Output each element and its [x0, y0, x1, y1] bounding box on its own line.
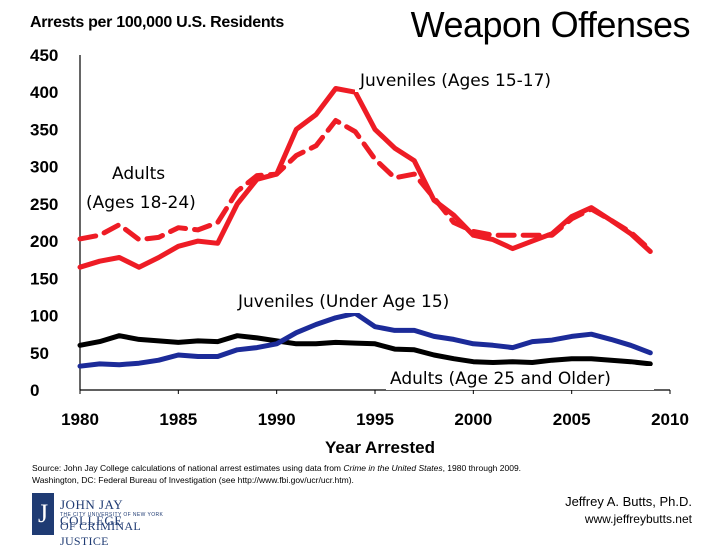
author-website[interactable]: www.jeffreybutts.net [584, 512, 692, 526]
annotation-juveniles-under-15: Juveniles (Under Age 15) [237, 292, 449, 312]
y-tick-label: 350 [30, 120, 58, 139]
x-axis-label: Year Arrested [325, 438, 435, 457]
annotation-adults-25-older: Adults (Age 25 and Older) [390, 369, 611, 389]
x-tick-label: 2010 [651, 410, 689, 429]
y-tick-label: 200 [30, 232, 58, 251]
source-title: Crime in the United States [343, 463, 443, 473]
series-line-adults-ages-18-24 [77, 118, 653, 253]
series-line-juveniles-under-age-15 [77, 310, 653, 369]
x-tick-labels: 1980 1985 1990 1995 2000 2005 2010 [61, 390, 689, 429]
source-note: Source: John Jay College calculations of… [32, 462, 672, 486]
annotations: Juveniles (Ages 15-17) Adults (Ages 18-2… [84, 66, 654, 390]
annotation-adults-18-24-line2: (Ages 18-24) [86, 193, 196, 213]
y-tick-label: 100 [30, 307, 58, 326]
author-name: Jeffrey A. Butts, Ph.D. [565, 494, 692, 509]
y-tick-label: 50 [30, 344, 49, 363]
x-tick-label: 1980 [61, 410, 99, 429]
annotation-adults-18-24-line1: Adults [112, 164, 165, 184]
logo-line3: OF CRIMINAL JUSTICE [60, 519, 141, 548]
x-tick-label: 1985 [159, 410, 197, 429]
logo-mark: J [32, 493, 54, 535]
series-lines [77, 86, 653, 369]
source-suffix: , 1980 through 2009. [442, 463, 522, 473]
x-tick-label: 2005 [553, 410, 591, 429]
chart-title: Weapon Offenses [410, 4, 691, 45]
x-tick-label: 2000 [454, 410, 492, 429]
annotation-juveniles-15-17: Juveniles (Ages 15-17) [359, 71, 551, 91]
john-jay-logo: J JOHN JAY COLLEGE THE CITY UNIVERSITY O… [32, 493, 180, 548]
axis-caption: Arrests per 100,000 U.S. Residents [30, 14, 284, 31]
y-tick-label: 300 [30, 158, 58, 177]
line-chart: 0 50 100 150 200 250 300 350 400 450 1980 1985 1990… [30, 46, 689, 457]
series-line-adults-age-25-and-older [77, 333, 653, 367]
y-tick-label: 150 [30, 269, 58, 288]
logo-line2: THE CITY UNIVERSITY OF NEW YORK [60, 512, 164, 518]
series-line-juveniles-ages-15-17 [77, 86, 653, 270]
x-tick-label: 1990 [258, 410, 296, 429]
logo-line1: JOHN JAY COLLEGE [60, 497, 123, 528]
y-tick-label: 400 [30, 83, 58, 102]
source-line2: Washington, DC: Federal Bureau of Invest… [32, 475, 354, 485]
y-tick-label: 0 [30, 381, 39, 400]
y-tick-label: 450 [30, 46, 58, 65]
y-tick-labels: 0 50 100 150 200 250 300 350 400 450 [30, 46, 58, 400]
source-prefix: Source: John Jay College calculations of… [32, 463, 344, 473]
x-tick-label: 1995 [356, 410, 394, 429]
y-tick-label: 250 [30, 195, 58, 214]
